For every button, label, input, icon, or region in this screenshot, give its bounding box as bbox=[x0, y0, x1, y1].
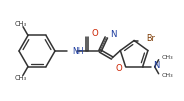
Text: CH₃: CH₃ bbox=[15, 21, 27, 27]
Text: CH₃: CH₃ bbox=[162, 55, 174, 60]
Text: N: N bbox=[110, 30, 117, 39]
Text: O: O bbox=[116, 64, 123, 73]
Text: CH₃: CH₃ bbox=[162, 73, 174, 78]
Text: N: N bbox=[153, 61, 159, 70]
Text: NH: NH bbox=[72, 46, 84, 56]
Text: O: O bbox=[91, 29, 98, 38]
Text: Br: Br bbox=[146, 34, 155, 43]
Text: CH₃: CH₃ bbox=[15, 75, 27, 81]
